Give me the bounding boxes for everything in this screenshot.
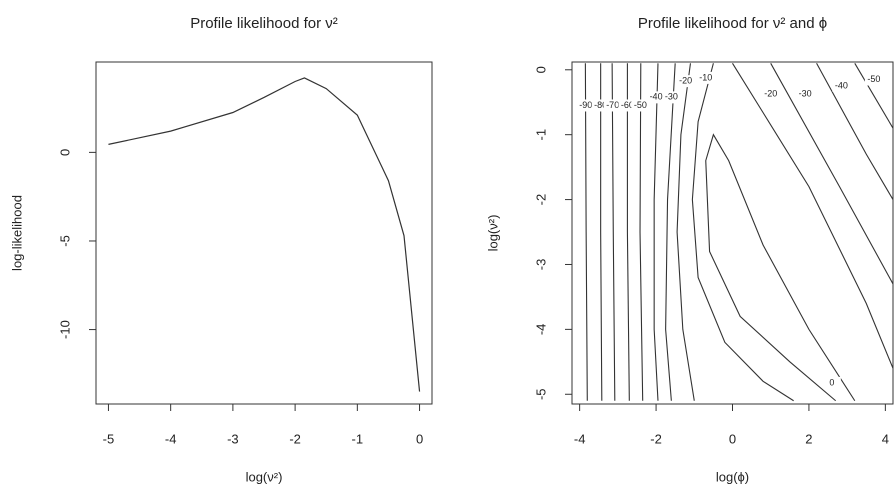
- contour-label: -60: [621, 100, 634, 110]
- contour-label: -70: [606, 100, 619, 110]
- contour-label-bg: [603, 99, 622, 112]
- contour-label-bg: [796, 88, 815, 101]
- x-tick-label: -3: [227, 431, 239, 446]
- x-tick-label: 4: [882, 431, 889, 446]
- x-tick-label: -5: [103, 431, 115, 446]
- contour-line: [626, 63, 630, 401]
- x-axis-label: log(ν²): [246, 469, 283, 484]
- y-tick-label: -5: [533, 388, 548, 400]
- contour-label: -50: [634, 100, 647, 110]
- x-tick-label: -4: [574, 431, 586, 446]
- contour-label-bg: [696, 71, 715, 84]
- x-tick-label: -2: [650, 431, 662, 446]
- contour-label-bg: [761, 88, 780, 101]
- contour-label: 0: [829, 377, 834, 387]
- contour-label: -20: [679, 76, 692, 86]
- contour-line: [665, 63, 676, 401]
- contour-label-bg: [864, 73, 883, 86]
- contour-line: [600, 63, 603, 401]
- x-axis-label: log(ϕ): [716, 469, 749, 484]
- y-tick-label: 0: [57, 149, 72, 156]
- contour-label: -90: [579, 100, 592, 110]
- y-tick-label: 0: [533, 66, 548, 73]
- plot-box: [571, 61, 894, 405]
- contour-line: [732, 63, 894, 369]
- y-axis-label: log(ν²): [485, 215, 500, 252]
- contour-label-bg: [662, 91, 681, 104]
- contour-line: [676, 63, 695, 401]
- y-tick-label: -10: [57, 320, 72, 339]
- y-tick-label: -3: [533, 259, 548, 271]
- x-tick-label: -2: [289, 431, 301, 446]
- y-tick-label: -1: [533, 129, 548, 141]
- contour-label-bg: [576, 99, 595, 112]
- x-tick-label: -1: [352, 431, 364, 446]
- x-tick-label: 0: [729, 431, 736, 446]
- chart-title: Profile likelihood for ν² and ϕ: [638, 15, 827, 32]
- contour-label-bg: [647, 91, 666, 104]
- y-tick-label: -2: [533, 194, 548, 206]
- contour-label: -10: [699, 72, 712, 82]
- contour-line: [770, 63, 894, 285]
- contour-label: -30: [799, 88, 812, 98]
- contour-line: [816, 63, 894, 200]
- contour-line: [584, 63, 588, 401]
- contour-label: -20: [764, 88, 777, 98]
- contour-label-bg: [676, 75, 695, 88]
- contour-label: -30: [665, 92, 678, 102]
- x-tick-label: 2: [805, 431, 812, 446]
- contour-label: -40: [650, 92, 663, 102]
- contour-label-bg: [631, 99, 650, 112]
- contour-label-bg: [832, 80, 851, 93]
- y-tick-label: -4: [533, 324, 548, 336]
- likelihood-line: [108, 77, 421, 392]
- contour-line: [705, 133, 856, 402]
- contour-line: [691, 63, 794, 402]
- y-axis-label: log-likelihood: [9, 195, 24, 271]
- y-tick-label: -5: [57, 235, 72, 247]
- contour-line: [854, 63, 894, 129]
- contour-line: [639, 63, 644, 401]
- x-tick-label: 0: [416, 431, 423, 446]
- chart-title: Profile likelihood for ν²: [190, 15, 338, 32]
- contour-line: [653, 63, 659, 401]
- x-tick-label: -4: [165, 431, 177, 446]
- contour-label: -50: [867, 74, 880, 84]
- contour-label: -40: [835, 80, 848, 90]
- plot-box: [95, 61, 433, 405]
- contour-line: [611, 63, 616, 401]
- contour-label: -80: [594, 100, 607, 110]
- contour-label-bg: [822, 376, 841, 389]
